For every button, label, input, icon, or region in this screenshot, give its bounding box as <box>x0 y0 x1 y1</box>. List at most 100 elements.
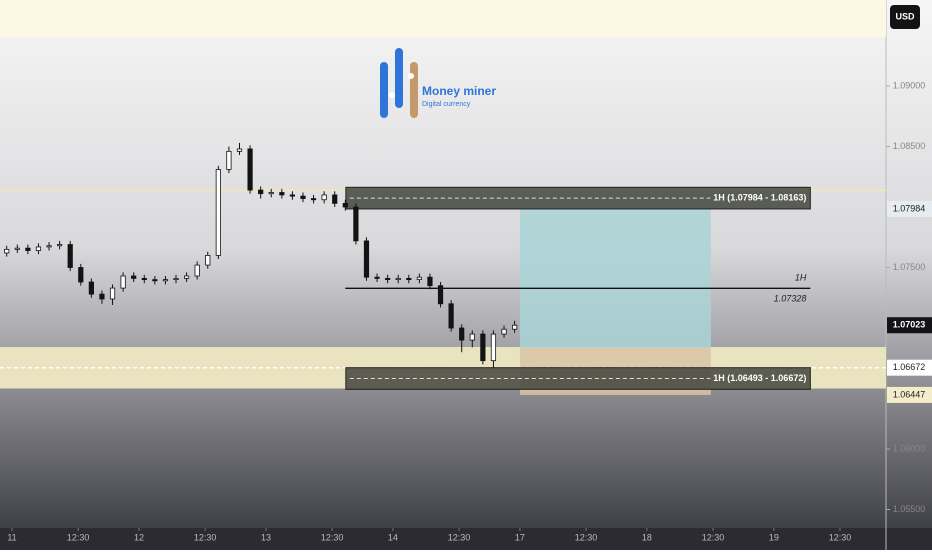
candle-body <box>406 277 412 281</box>
position-profit <box>519 208 711 348</box>
logo-title: Money miner <box>422 84 496 98</box>
candle <box>300 192 306 203</box>
candle <box>131 272 137 283</box>
logo-dot <box>389 92 395 98</box>
candle-body <box>501 328 507 335</box>
candle <box>152 275 158 285</box>
candle-body <box>258 189 264 195</box>
candle-body <box>247 148 253 191</box>
candle <box>99 290 105 304</box>
candle <box>416 273 422 284</box>
candle-body <box>342 202 348 208</box>
currency-label[interactable]: USD <box>895 11 915 21</box>
x-tick-label: 12:30 <box>829 532 852 542</box>
candle <box>120 272 126 292</box>
candle <box>395 274 401 284</box>
candle <box>353 203 359 245</box>
candle <box>236 142 243 155</box>
last-price: 1.07023 <box>893 320 926 330</box>
candle-body <box>99 293 105 300</box>
candle <box>342 199 348 211</box>
candle <box>490 330 497 368</box>
time-axis <box>0 528 932 550</box>
candle <box>258 186 264 199</box>
x-tick-label: 12:30 <box>194 532 217 542</box>
logo-dot <box>408 73 414 79</box>
candle-body <box>448 303 454 329</box>
candle <box>4 245 10 257</box>
candle-body <box>173 277 179 281</box>
hline-name: 1H <box>795 273 807 283</box>
candle-body <box>120 275 126 289</box>
y-tick-label: 1.07500 <box>893 262 926 272</box>
candle-body <box>46 245 52 248</box>
price-label-bg <box>887 386 932 403</box>
last-price-bg <box>887 317 932 334</box>
candle-body <box>374 276 380 279</box>
zone <box>345 186 811 210</box>
currency-button[interactable]: USD <box>890 5 920 29</box>
candle-body <box>183 275 190 279</box>
y-tick-label: 1.06000 <box>893 443 926 453</box>
candle <box>247 145 253 194</box>
candle-body <box>152 279 158 282</box>
candle <box>469 330 475 348</box>
currency-button-bg[interactable] <box>890 5 920 29</box>
candle-body <box>321 194 327 201</box>
candle-body <box>469 333 475 341</box>
candle-body <box>162 279 169 282</box>
candle <box>173 274 179 284</box>
y-tick-label: 1.09000 <box>893 80 926 90</box>
candle <box>78 263 84 286</box>
candle-body <box>332 194 338 204</box>
candle-body <box>35 246 42 251</box>
candle-body <box>57 244 63 247</box>
hline-label: 1.07328 <box>774 294 807 304</box>
candle-body <box>300 195 306 199</box>
candle <box>437 282 444 308</box>
x-tick-label: 19 <box>769 532 779 542</box>
candle-body <box>363 240 370 278</box>
candle <box>459 324 465 353</box>
candle-body <box>4 248 10 254</box>
candle-body <box>215 169 221 256</box>
candle <box>279 188 285 199</box>
price-label-bg <box>887 359 932 376</box>
logo-bar <box>410 62 418 118</box>
logo-bar <box>395 48 403 108</box>
candle-body <box>395 277 401 281</box>
x-tick-label: 12 <box>134 532 144 542</box>
candle <box>25 244 31 255</box>
candle <box>480 330 486 365</box>
x-tick-label: 12:30 <box>575 532 598 542</box>
candle-body <box>78 267 84 283</box>
zone <box>345 367 811 390</box>
candle-body <box>141 277 147 281</box>
candle-body <box>416 276 422 281</box>
candle-body <box>131 275 137 279</box>
price-label: 1.06672 <box>893 362 926 372</box>
candle-body <box>427 276 433 287</box>
candle <box>374 273 380 283</box>
price-label: 1.06447 <box>893 389 926 399</box>
zone-label: 1H (1.07984 - 1.08163) <box>713 192 806 202</box>
candle <box>332 191 338 208</box>
x-tick-label: 11 <box>7 532 16 542</box>
candle-body <box>109 287 116 300</box>
candle <box>183 272 190 283</box>
x-tick-label: 13 <box>261 532 271 542</box>
candle <box>205 251 211 269</box>
candle-body <box>512 324 518 330</box>
candle-body <box>205 255 211 266</box>
logo: Money miner Digital currency <box>380 48 496 118</box>
candle <box>363 237 370 281</box>
candle <box>67 240 73 272</box>
candle-body <box>353 206 359 242</box>
x-tick-label: 14 <box>388 532 398 542</box>
candle <box>57 240 63 250</box>
candle <box>406 274 412 284</box>
band <box>0 0 886 38</box>
